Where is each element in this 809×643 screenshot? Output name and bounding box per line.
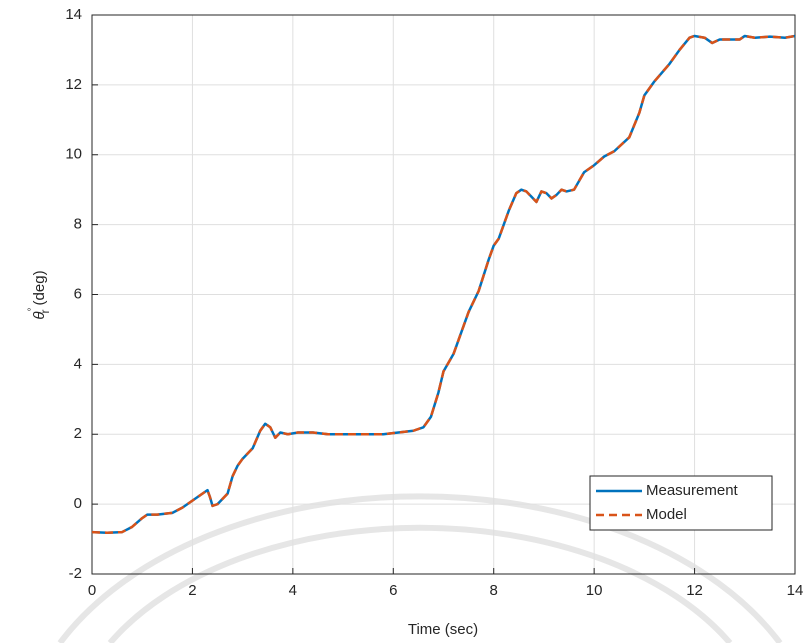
y-label-unit: (deg) [31, 270, 48, 305]
y-tick-label: 6 [74, 285, 82, 302]
x-tick-label: 4 [289, 582, 297, 599]
x-tick-label: 6 [389, 582, 397, 599]
y-tick-label: 4 [74, 355, 82, 372]
y-label-superscript: ° [27, 307, 38, 311]
plot-frame [91, 14, 796, 575]
legend-label: Measurement [646, 482, 739, 499]
watermark-arc [107, 524, 733, 643]
y-tick-label: 8 [74, 216, 82, 233]
y-tick-label: 0 [74, 495, 82, 512]
y-label-subscript: r [38, 309, 52, 313]
x-axis-label: Time (sec) [408, 621, 478, 638]
y-axis-label: θ°r (deg) [27, 270, 53, 319]
data-line [91, 34, 796, 535]
x-tick-label: 10 [586, 582, 603, 599]
x-tick-label: 14 [787, 582, 804, 599]
x-tick-label: 0 [88, 582, 96, 599]
data-line [91, 34, 796, 535]
x-tick-label: 12 [686, 582, 703, 599]
y-tick-label: 10 [65, 146, 82, 163]
legend: Measurement Model [589, 475, 773, 531]
x-tick-label: 8 [490, 582, 498, 599]
legend-box [589, 475, 773, 531]
x-tick-label: 2 [188, 582, 196, 599]
watermark-arc [57, 493, 783, 643]
y-tick-label: -2 [69, 565, 82, 582]
y-tick-label: 14 [65, 6, 82, 23]
y-tick-label: 12 [65, 76, 82, 93]
watermark [57, 493, 783, 643]
y-label-symbol: θ [31, 311, 48, 319]
y-tick-label: 2 [74, 425, 82, 442]
legend-label: Model [646, 506, 687, 523]
